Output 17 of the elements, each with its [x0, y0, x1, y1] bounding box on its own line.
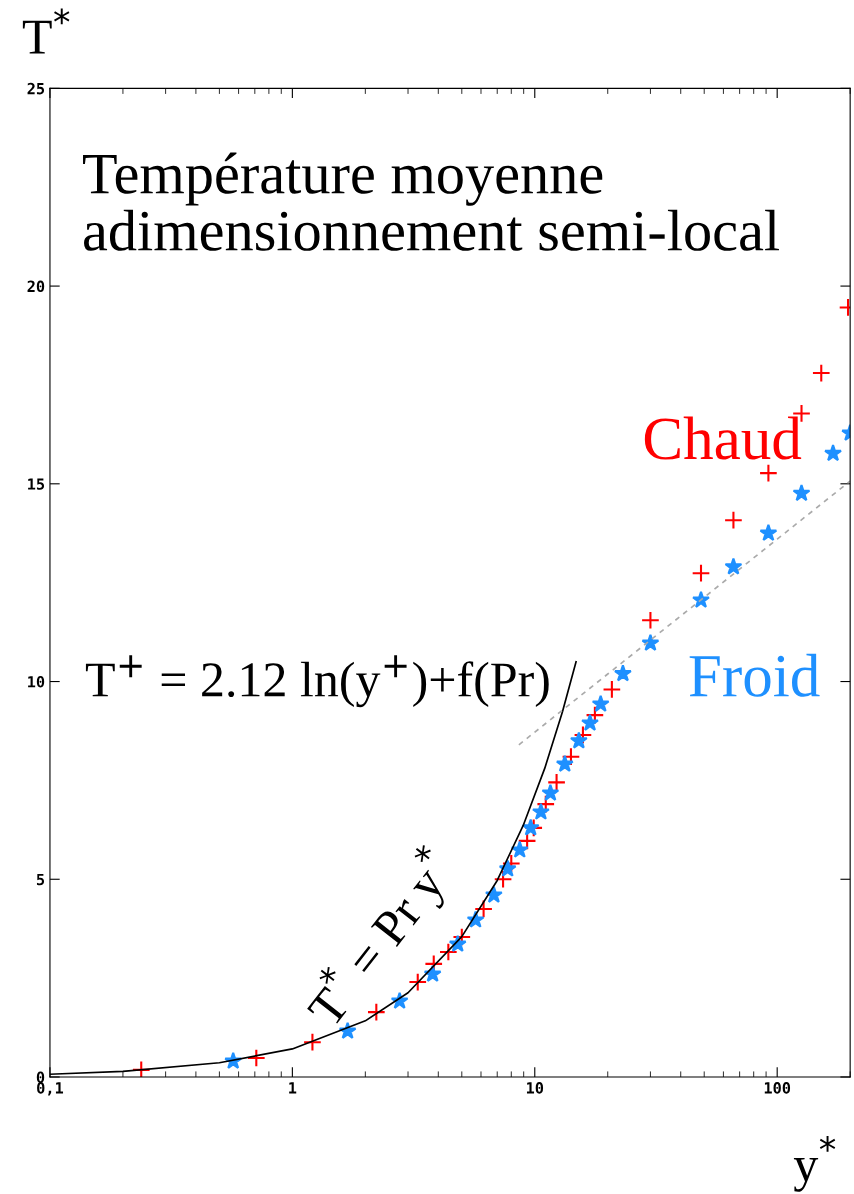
- x-axis-title: y$^{*}$: [793, 1135, 836, 1192]
- y-axis-title: T$^{*}$: [22, 8, 70, 54]
- x-tick-label: 0,1: [37, 1082, 64, 1096]
- y-tick-label: 0: [36, 1071, 45, 1084]
- y-tick-label: 5: [36, 873, 45, 886]
- series-label: Froid: [689, 653, 820, 697]
- series-label: Chaud: [644, 416, 802, 460]
- x-tick-label: 1: [289, 1082, 297, 1094]
- annotation: T$^{+}$ = 2.12 ln(y$^{+}$)+f(Pr): [85, 655, 549, 708]
- y-tick-label: 10: [28, 676, 45, 688]
- annotation: T$^{*}$ = Pr y$^{*}$: [297, 842, 466, 1036]
- text: Température moyenne adimensionnement semi-local: [83, 152, 779, 251]
- x-tick-label: 10: [526, 1082, 544, 1094]
- y-tick-label: 20: [27, 280, 45, 293]
- y-tick-label: 25: [27, 82, 45, 95]
- y-tick-label: 15: [28, 478, 45, 490]
- x-tick-label: 100: [764, 1082, 791, 1094]
